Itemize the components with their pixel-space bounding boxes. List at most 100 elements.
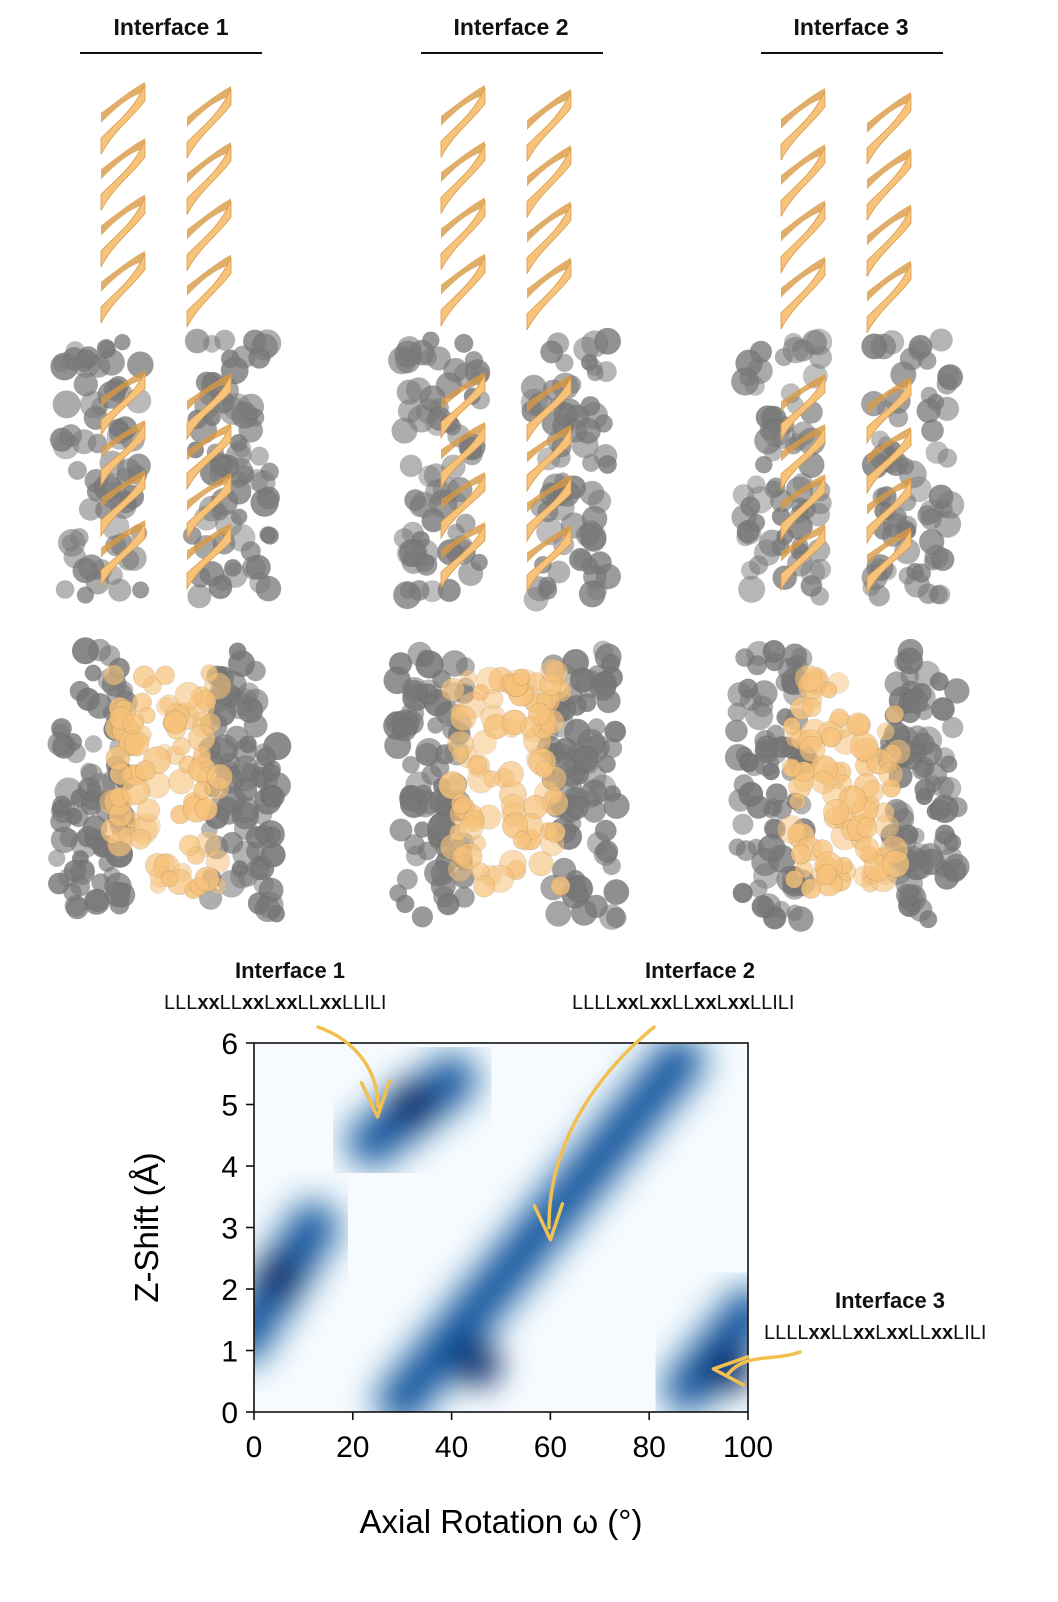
backbone-atom: [76, 687, 100, 712]
backbone-atom: [787, 906, 814, 932]
interface-atom: [103, 664, 125, 686]
helix-ribbon-back: [101, 520, 145, 558]
side-chain-atom: [579, 523, 607, 551]
side-chain-atom: [251, 470, 276, 495]
backbone-atom: [947, 797, 968, 818]
backbone-atom: [401, 755, 420, 774]
backbone-atom: [389, 818, 413, 842]
backbone-atom: [911, 760, 932, 780]
side-chain-atom: [538, 576, 557, 595]
side-chain-atom: [547, 560, 571, 584]
side-chain-atom: [237, 393, 265, 420]
side-chain-atom: [747, 513, 766, 532]
backbone-atom: [597, 755, 616, 774]
backbone-atom: [228, 642, 247, 661]
backbone-atom: [427, 716, 445, 734]
side-chain-atom: [730, 367, 760, 396]
helix-ribbon-back: [187, 523, 231, 561]
helix-ribbon-back: [101, 82, 145, 123]
helix-ribbon-back: [441, 141, 485, 183]
sequence-variable-segment: xx: [241, 992, 265, 1014]
x-tick-label: 20: [336, 1431, 369, 1464]
sequence-fixed-segment: LLL: [164, 992, 198, 1014]
annotation-sequence-3: LLLLxxLLxxLxxLLxxLILI: [764, 1322, 986, 1345]
backbone-atom: [243, 713, 268, 738]
interface-atom: [472, 730, 497, 755]
interface-atom: [878, 761, 904, 787]
helix-ribbon-back: [187, 142, 231, 184]
backbone-atom: [405, 771, 432, 798]
interface-atom: [161, 870, 178, 888]
sequence-fixed-segment: LL: [908, 1322, 931, 1344]
density-band-3: [363, 1043, 718, 1412]
backbone-atom: [392, 717, 417, 742]
helix-ribbon-front: [186, 257, 232, 328]
side-chain-atom: [578, 580, 606, 608]
helix-ribbon-back: [441, 372, 485, 410]
helix-ribbon-front: [440, 524, 486, 590]
backbone-atom: [743, 755, 765, 777]
helix-ribbon-back: [867, 204, 911, 246]
backbone-atom: [603, 879, 630, 906]
structure-column-1: [47, 82, 292, 923]
side-chain-atom: [108, 578, 132, 602]
column-title-2: Interface 2: [453, 14, 569, 40]
y-tick-label: 0: [221, 1397, 238, 1430]
interface-atom: [122, 713, 144, 735]
backbone-atom: [603, 792, 630, 820]
side-chain-atom: [916, 398, 941, 424]
backbone-atom: [84, 735, 103, 753]
side-chain-atom: [937, 448, 958, 468]
side-chain-atom: [55, 580, 75, 599]
space-filling-view: [724, 638, 970, 932]
helix-ribbon-back: [781, 524, 825, 562]
y-axis-label: Z-Shift (Å): [128, 1152, 165, 1302]
helix-ribbon-back: [101, 194, 145, 236]
helix-ribbon-front: [866, 429, 912, 495]
interface-atom: [498, 760, 524, 787]
x-axis-label: Axial Rotation ω (°): [360, 1503, 643, 1540]
backbone-atom: [262, 785, 285, 808]
backbone-atom: [232, 840, 260, 868]
helix-ribbon-front: [100, 522, 146, 588]
helix-ribbon-back: [441, 253, 485, 295]
backbone-atom: [593, 841, 618, 866]
interface-atom: [789, 792, 806, 810]
annotation-sequence-2: LLLLxxLxxLLxxLxxLLILI: [572, 992, 794, 1015]
helix-ribbon-front: [780, 426, 826, 492]
sequence-fixed-segment: LLLL: [572, 992, 617, 1014]
interface-atom: [138, 707, 156, 724]
side-chain-atom: [77, 349, 96, 368]
helix-ribbon-back: [867, 377, 911, 415]
x-tick-label: 80: [633, 1431, 666, 1464]
annotation-arrow-3: [711, 1350, 802, 1387]
helix-ribbon-front: [440, 143, 486, 214]
side-chain-atom: [184, 328, 210, 354]
interface-atom: [799, 735, 826, 763]
side-chain-atom: [749, 340, 773, 363]
helix-ribbon-back: [527, 257, 571, 299]
backbone-atom: [224, 725, 249, 750]
side-chain-atom: [937, 365, 960, 388]
interface-atom: [520, 716, 541, 738]
helix-ribbon-front: [440, 474, 486, 540]
backbone-atom: [395, 894, 415, 914]
side-chain-atom: [67, 460, 88, 481]
helix-ribbon-back: [867, 527, 911, 565]
interface-atom: [450, 793, 472, 815]
helix-ribbon-back: [441, 422, 485, 460]
interface-atom: [168, 768, 195, 795]
annotation-arrow-1: [316, 1025, 392, 1119]
helix-ribbon-back: [441, 522, 485, 560]
helix-ribbon-back: [781, 200, 825, 242]
side-chain-atom: [251, 333, 278, 361]
sequence-fixed-segment: L: [716, 992, 728, 1014]
interface-atom: [816, 864, 837, 885]
helix-ribbon-front: [440, 256, 486, 327]
backbone-atom: [732, 813, 754, 835]
helix-ribbon-back: [781, 474, 825, 512]
density-band-2: [333, 1043, 491, 1181]
sequence-fixed-segment: L: [638, 992, 650, 1014]
helix-ribbon-front: [186, 375, 232, 441]
helix-ribbon-front: [526, 477, 572, 543]
